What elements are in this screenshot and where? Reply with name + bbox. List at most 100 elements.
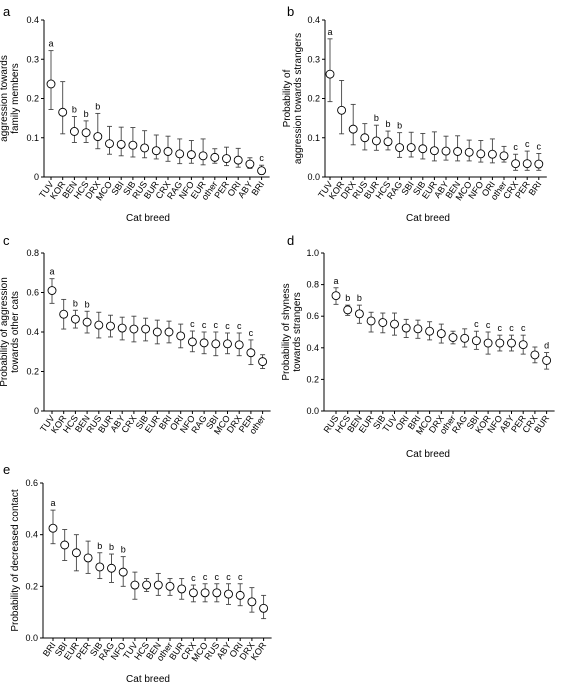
significance-label: c (191, 573, 196, 583)
y-tick-label: 0.3 (26, 54, 39, 64)
significance-label: c (498, 323, 503, 333)
significance-label: a (327, 27, 332, 37)
data-point (116, 139, 126, 149)
data-point (210, 152, 220, 162)
data-point (176, 331, 186, 341)
significance-label: c (259, 153, 264, 163)
data-point (448, 333, 458, 342)
data-point (222, 154, 231, 164)
data-point (93, 132, 103, 142)
data-point (129, 324, 139, 334)
data-point (153, 580, 163, 590)
panel-c: c 0 0.2 0.4 0.6 0.8 Probability of aggressiont… (0, 233, 271, 436)
y-tick-label: 0.4 (307, 15, 320, 25)
data-point (530, 350, 540, 360)
data-point (211, 339, 221, 349)
panel-letter: b (287, 4, 294, 19)
data-point (70, 314, 80, 324)
data-point (223, 339, 232, 349)
y-tick-label: 0.4 (306, 343, 319, 353)
x-axis-label: Cat breed (126, 213, 170, 224)
y-tick-label: 0.0 (307, 172, 320, 182)
y-tick-label: 0.8 (306, 280, 319, 290)
data-point (60, 540, 70, 550)
data-point (198, 151, 208, 161)
data-point (343, 305, 353, 315)
data-point (542, 355, 552, 365)
significance-label: b (97, 541, 102, 551)
data-point (418, 144, 428, 154)
y-tick-label: 0.3 (307, 54, 320, 64)
data-point (395, 143, 405, 153)
significance-label: a (333, 276, 338, 286)
data-point (175, 149, 185, 159)
significance-label: c (202, 320, 207, 330)
y-axis-label: Probability ofaggression towardsfamily m… (0, 55, 21, 142)
data-point (48, 523, 58, 533)
significance-label: b (374, 113, 379, 123)
significance-label: b (385, 119, 390, 129)
significance-label: a (49, 267, 54, 277)
data-point (118, 567, 128, 577)
data-point (164, 327, 174, 337)
significance-label: c (249, 328, 254, 338)
data-point (95, 562, 105, 572)
data-point (152, 327, 162, 337)
data-point (151, 146, 161, 156)
data-point (128, 140, 138, 150)
data-point (117, 323, 127, 333)
y-axis-label: Probability of shynesstowards strangers (281, 283, 303, 380)
data-point (354, 309, 364, 319)
y-tick-label: 0.2 (307, 94, 320, 104)
significance-label: c (190, 319, 195, 329)
y-tick-label: 0.1 (26, 133, 39, 143)
panel-d: d 0.0 0.2 0.4 0.6 0.8 1.0 Probability of shynes… (281, 233, 555, 460)
significance-label: b (345, 293, 350, 303)
significance-label: a (50, 498, 55, 508)
y-tick-label: 0.1 (307, 133, 320, 143)
data-point (105, 139, 114, 149)
data-point (187, 337, 197, 347)
significance-label: d (544, 341, 549, 351)
data-point (371, 136, 381, 146)
significance-label: b (85, 299, 90, 309)
data-point (247, 597, 257, 607)
data-point (83, 553, 93, 563)
data-point (460, 333, 470, 343)
data-point (507, 338, 516, 348)
data-point (441, 146, 451, 156)
data-point (378, 318, 388, 327)
y-axis-label: Probability ofaggression towards strange… (282, 33, 304, 164)
significance-label: c (525, 139, 530, 149)
data-point (130, 580, 140, 590)
data-point (141, 324, 151, 334)
significance-label: c (486, 320, 491, 330)
significance-label: b (72, 105, 77, 115)
data-point (186, 150, 196, 160)
data-point (224, 589, 233, 599)
x-axis-label: Cat breed (126, 674, 170, 685)
significance-label: a (48, 39, 53, 49)
significance-label: b (73, 298, 78, 308)
data-point (246, 348, 256, 358)
significance-label: b (357, 293, 362, 303)
x-axis-label: Cat breed (406, 213, 450, 224)
x-tick-label: BRI (527, 179, 544, 197)
data-point (46, 79, 56, 89)
data-point (107, 563, 116, 573)
data-point (337, 105, 347, 115)
significance-label: c (237, 321, 242, 331)
y-tick-label: 0.2 (25, 581, 38, 591)
significance-label: c (521, 323, 526, 333)
data-point (522, 159, 532, 169)
panel-a: a 0 0.1 0.2 0.3 0.4 Probability ofaggression t… (0, 4, 270, 224)
data-point (406, 143, 416, 153)
y-axis-label: Probability of aggressiontowards other c… (0, 277, 21, 387)
y-tick-label: 0.2 (26, 367, 39, 377)
x-tick-label: BRI (249, 179, 266, 197)
data-point (348, 124, 358, 134)
significance-label: b (95, 101, 100, 111)
data-point (453, 147, 463, 156)
